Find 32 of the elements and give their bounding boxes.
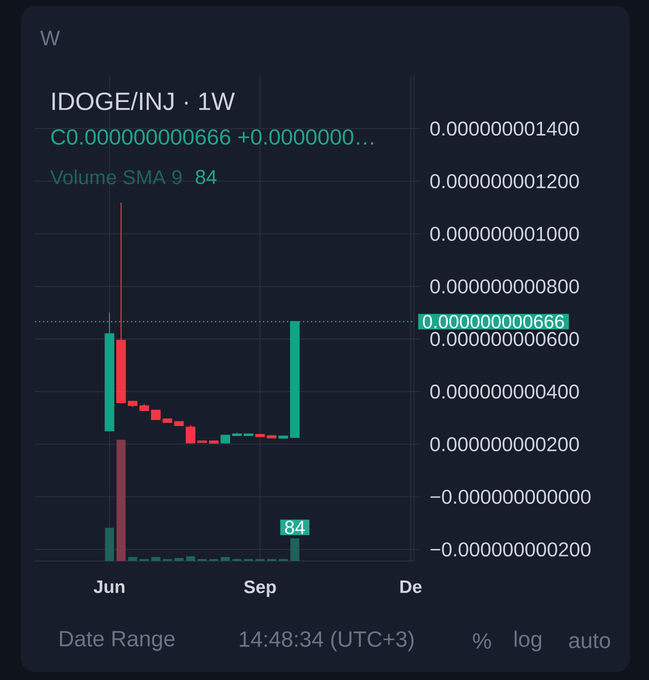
annotation: 84 xyxy=(285,520,305,534)
bar xyxy=(220,556,230,561)
bar xyxy=(290,538,300,561)
bar xyxy=(186,556,196,561)
bar xyxy=(128,556,138,561)
y-tick-label: 0.000000001000 xyxy=(430,226,579,241)
text: W xyxy=(40,30,60,46)
x-tick-label: Jun xyxy=(94,580,124,594)
text: % xyxy=(472,633,491,649)
annotation: 84 xyxy=(196,170,217,184)
y-tick-label: 0.000000000800 xyxy=(430,279,579,294)
text: Volume SMA 9 xyxy=(50,170,182,184)
bar xyxy=(104,528,114,561)
y-tick-label: 0.000000000600 xyxy=(430,332,579,346)
y-tick-label: −0.000000000200 xyxy=(430,542,591,556)
text: C0.000000000666 +0.0000000… xyxy=(51,129,374,145)
y-tick-label: 0.000000001400 xyxy=(430,122,579,136)
bar xyxy=(116,440,126,561)
text: Date Range xyxy=(60,631,175,651)
y-tick-label: 0.000000000400 xyxy=(430,384,579,399)
bar xyxy=(174,558,184,561)
text: log xyxy=(514,630,542,652)
ref-line-label: 0.000000000666 xyxy=(422,314,564,328)
bar xyxy=(151,556,160,561)
text: IDOGE/INJ · 1W xyxy=(52,92,235,110)
y-tick-label: −0.000000000000 xyxy=(430,490,591,504)
y-tick-label: 0.000000001200 xyxy=(430,174,579,188)
x-tick-label: Sep xyxy=(244,580,276,597)
y-tick-label: 0.000000000200 xyxy=(430,437,579,452)
text: auto xyxy=(569,634,610,648)
text: 14:48:34 (UTC+3) xyxy=(240,630,414,652)
x-tick-label: De xyxy=(400,580,422,594)
